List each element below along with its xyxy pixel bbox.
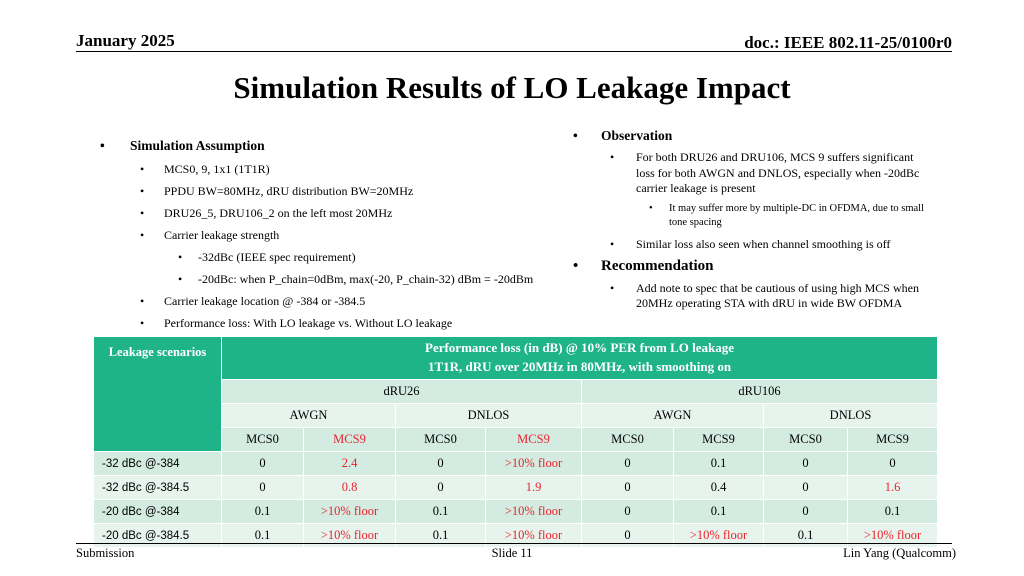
observation-list: Observation For both DRU26 and DRU106, M… <box>573 128 933 317</box>
table-cell: 0 <box>581 499 674 524</box>
footer-slide-number: Slide 11 <box>491 546 533 560</box>
table-cell: 0 <box>395 451 486 476</box>
results-body: -32 dBc @-384 0 2.4 0 >10% floor 0 0.1 0 0 -32 dB… <box>93 451 939 548</box>
mcs-header: MCS0 <box>221 427 304 452</box>
table-cell: >10% floor <box>303 499 396 524</box>
row-label: -20 dBc @-384 <box>93 499 222 524</box>
table-cell: 0 <box>581 451 674 476</box>
group-header-dru106: dRU106 <box>580 379 939 404</box>
table-cell: 0.1 <box>846 499 939 524</box>
observation-subitem: It may suffer more by multiple-DC in OFD… <box>573 202 933 231</box>
results-table: Leakage scenarios Performance loss (in d… <box>93 336 939 548</box>
mcs-header: MCS9 <box>303 427 396 452</box>
assumption-item: MCS0, 9, 1x1 (1T1R) <box>100 162 570 177</box>
mcs-header: MCS9 <box>485 427 582 452</box>
recommendation-item: Add note to spec that be cautious of usi… <box>573 281 933 312</box>
table-cell: 0 <box>581 475 674 500</box>
table-cell: 0.1 <box>673 499 764 524</box>
caption-line-2: 1T1R, dRU over 20MHz in 80MHz, with smoo… <box>427 359 732 374</box>
assumption-item: Performance loss: With LO leakage vs. Wi… <box>100 316 570 331</box>
table-cell: 1.9 <box>485 475 582 500</box>
table-caption: Performance loss (in dB) @ 10% PER from … <box>220 336 939 380</box>
assumption-subitem: -32dBc (IEEE spec requirement) <box>100 250 570 265</box>
footer-rule <box>76 543 952 544</box>
header-date: January 2025 <box>76 31 175 50</box>
footer-submission: Submission <box>76 546 135 560</box>
row-label: -32 dBc @-384.5 <box>93 475 222 500</box>
table-cell: 0 <box>763 499 848 524</box>
assumption-item: DRU26_5, DRU106_2 on the left most 20MHz <box>100 206 570 221</box>
table-cell: 0 <box>221 475 304 500</box>
slide-title: Simulation Results of LO Leakage Impact <box>233 70 791 105</box>
table-row: -20 dBc @-384 0.1 >10% floor 0.1 >10% floor 0… <box>93 499 939 524</box>
channel-header: DNLOS <box>762 403 939 428</box>
table-cell: 0.1 <box>221 499 304 524</box>
mcs-header: MCS0 <box>395 427 486 452</box>
recommendation-heading: Recommendation <box>573 258 933 275</box>
table-cell: 1.6 <box>846 475 939 500</box>
table-cell: 0.1 <box>395 499 486 524</box>
channel-header: AWGN <box>221 403 396 428</box>
caption-line-1: Performance loss (in dB) @ 10% PER from … <box>425 340 735 356</box>
channel-header: DNLOS <box>395 403 582 428</box>
mcs-header: MCS9 <box>846 427 939 452</box>
table-cell: 0 <box>395 475 486 500</box>
simulation-assumption-list: Simulation Assumption MCS0, 9, 1x1 (1T1R… <box>100 138 570 338</box>
table-cell: 0 <box>763 451 848 476</box>
assumption-item: Carrier leakage strength <box>100 228 570 243</box>
table-cell: 2.4 <box>303 451 396 476</box>
table-cell: 0.8 <box>303 475 396 500</box>
row-label: -32 dBc @-384 <box>93 451 222 476</box>
assumption-subitem: -20dBc: when P_chain=0dBm, max(-20, P_ch… <box>100 272 570 287</box>
mcs-header: MCS0 <box>581 427 674 452</box>
corner-header: Leakage scenarios <box>93 336 222 452</box>
table-cell: 0 <box>221 451 304 476</box>
assumption-item: Carrier leakage location @ -384 or -384.… <box>100 294 570 309</box>
table-cell: 0.4 <box>673 475 764 500</box>
table-cell: 0 <box>846 451 939 476</box>
observation-heading: Observation <box>573 128 933 144</box>
mcs-header: MCS9 <box>673 427 764 452</box>
assumption-heading: Simulation Assumption <box>100 138 570 154</box>
table-cell: 0 <box>763 475 848 500</box>
observation-item: For both DRU26 and DRU106, MCS 9 suffers… <box>573 150 933 197</box>
table-row: -32 dBc @-384 0 2.4 0 >10% floor 0 0.1 0 0 <box>93 451 939 476</box>
mcs-header: MCS0 <box>763 427 848 452</box>
observation-item: Similar loss also seen when channel smoo… <box>573 237 933 253</box>
table-cell: >10% floor <box>485 451 582 476</box>
table-row: -32 dBc @-384.5 0 0.8 0 1.9 0 0.4 0 1.6 <box>93 475 939 500</box>
channel-header: AWGN <box>581 403 764 428</box>
table-cell: >10% floor <box>485 499 582 524</box>
header-doc-id: doc.: IEEE 802.11-25/0100r0 <box>744 33 952 52</box>
header-rule <box>76 51 952 52</box>
footer-author: Lin Yang (Qualcomm) <box>843 546 956 560</box>
group-header-dru26: dRU26 <box>221 379 582 404</box>
table-cell: 0.1 <box>673 451 764 476</box>
assumption-item: PPDU BW=80MHz, dRU distribution BW=20MHz <box>100 184 570 199</box>
